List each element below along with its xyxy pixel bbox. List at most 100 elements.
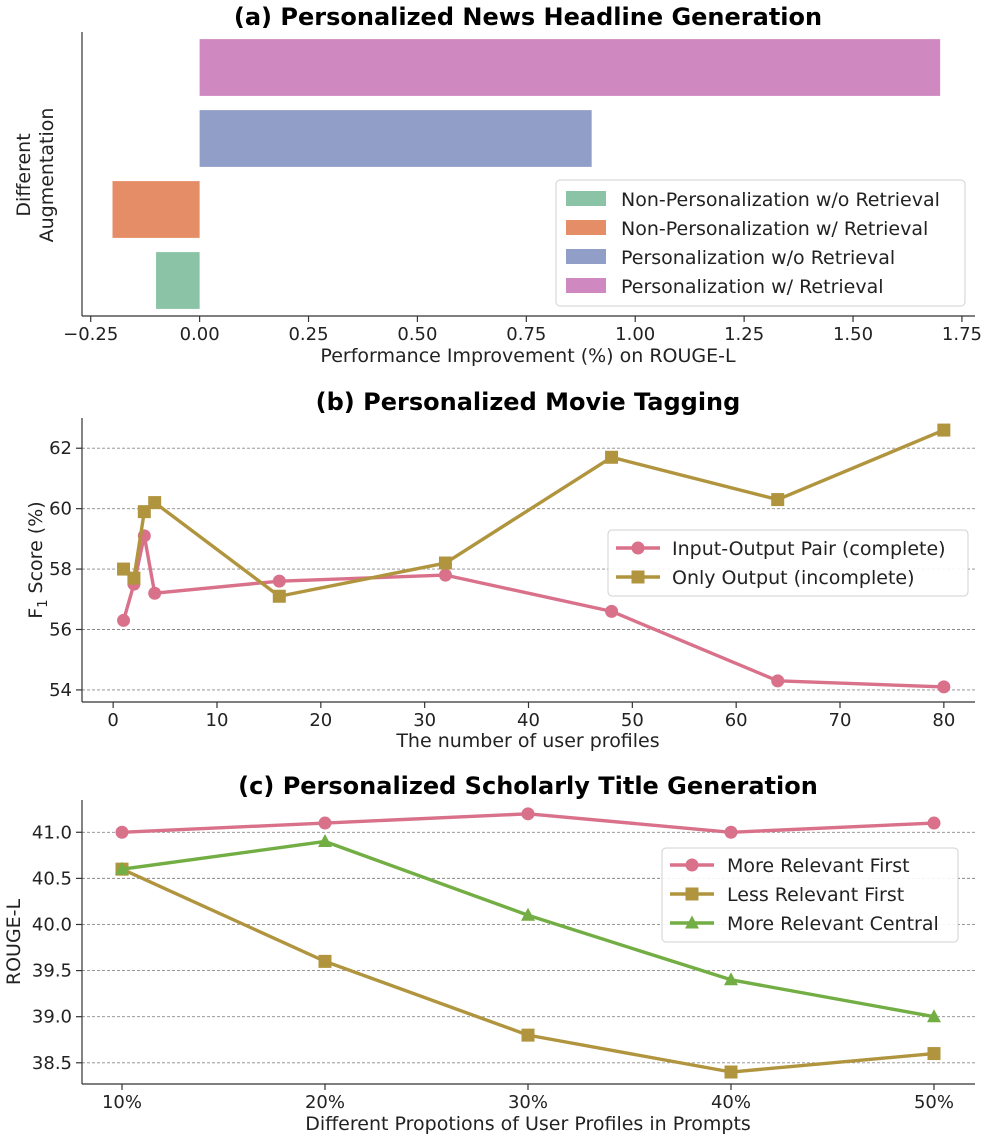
point-more-relevant-first <box>724 825 738 839</box>
panel-b-x-tick-label: 0 <box>107 710 118 731</box>
legend-label-non-personalization-w-retrieval: Non-Personalization w/ Retrieval <box>621 218 928 240</box>
point-less-relevant-first <box>927 1047 941 1061</box>
legend-label-less-relevant-first: Less Relevant First <box>727 884 904 906</box>
panel-b-x-tick-label: 50 <box>621 710 644 731</box>
point-more-relevant-first <box>115 825 129 839</box>
panel-a-x-tick-label: 0.75 <box>506 324 546 345</box>
point-more-relevant-central <box>318 833 332 847</box>
panel-b-legend-frame <box>607 529 969 597</box>
point-only-output-incomplete <box>127 571 141 585</box>
panel-c-y-label: ROUGE-L <box>3 898 25 985</box>
point-more-relevant-first <box>521 807 535 821</box>
legend-marker-less-relevant-first <box>685 887 699 901</box>
panel-c-y-tick-label: 40.5 <box>32 868 72 889</box>
point-less-relevant-first <box>521 1028 535 1042</box>
panel-b-x-tick-label: 60 <box>725 710 748 731</box>
point-more-relevant-central <box>115 861 129 875</box>
point-less-relevant-first <box>724 1065 738 1079</box>
legend-label-input-output-pair-complete: Input-Output Pair (complete) <box>672 538 946 560</box>
panel-a-x-tick-label: 1.75 <box>942 324 982 345</box>
legend-marker-only-output-incomplete <box>631 570 645 584</box>
panel-c-x-tick-label: 40% <box>711 1092 751 1113</box>
point-only-output-incomplete <box>438 556 452 570</box>
panel-a-x-tick-label: 0.50 <box>397 324 437 345</box>
panel-b-y-tick-label: 60 <box>49 499 72 520</box>
panel-c-y-tick-label: 41.0 <box>32 822 72 843</box>
panel-b-x-label: The number of user profiles <box>395 730 659 752</box>
panel-c-title: (c) Personalized Scholarly Title Generat… <box>238 772 818 800</box>
point-input-output-pair-complete <box>771 674 785 688</box>
panel-c-legend: More Relevant First Less Relevant First Mo… <box>661 847 959 943</box>
panel-c-y-tick-label: 40.0 <box>32 914 72 935</box>
panel-b-y-tick-label: 54 <box>49 680 72 701</box>
panel-b-y-tick-label: 58 <box>49 559 72 580</box>
point-more-relevant-central <box>724 972 738 986</box>
panel-b-movie-tagging: (b) Personalized Movie Tagging 54 56 58 60 6… <box>25 388 975 752</box>
panel-b-x-tick-label: 40 <box>517 710 540 731</box>
panel-c-y-tick-label: 39.0 <box>32 1007 72 1028</box>
point-input-output-pair-complete <box>117 613 131 627</box>
legend-label-personalization-w-retrieval: Personalization w/ Retrieval <box>621 276 884 298</box>
panel-b-y-label-f: F <box>25 608 47 619</box>
panel-c-x-tick-label: 30% <box>508 1092 548 1113</box>
panel-b-x-tick-label: 30 <box>413 710 436 731</box>
panel-c-x-tick-label: 10% <box>102 1092 142 1113</box>
panel-b-title: (b) Personalized Movie Tagging <box>316 388 741 416</box>
panel-b-y-tick-label: 62 <box>49 438 72 459</box>
panel-c-y-tick-label: 38.5 <box>32 1053 72 1074</box>
panel-b-y-label-subscript: 1 <box>36 599 51 607</box>
point-input-output-pair-complete <box>438 568 452 582</box>
panel-a-x-tick-label: −0.25 <box>63 324 118 345</box>
legend-marker-more-relevant-central <box>685 915 699 929</box>
panel-b-x-tick-label: 70 <box>829 710 852 731</box>
bar-personalization-w-o-retrieval <box>199 110 592 167</box>
panel-b-y-tick-label: 56 <box>49 619 72 640</box>
point-more-relevant-central <box>927 1009 941 1023</box>
legend-swatch-non-personalization-w-o-retrieval <box>566 191 606 206</box>
point-only-output-incomplete <box>272 589 286 603</box>
panel-c-y-tick-label: 39.5 <box>32 961 72 982</box>
legend-swatch-non-personalization-w-retrieval <box>566 220 606 235</box>
panel-a-legend: Non-Personalization w/o Retrieval Non-Per… <box>555 179 966 307</box>
panel-c-x-label: Different Propotions of User Profiles in… <box>305 1113 751 1135</box>
panel-b-x-tick-label: 80 <box>932 710 955 731</box>
panel-b-x-tick-label: 20 <box>309 710 332 731</box>
panel-a-x-tick-label: 0.25 <box>288 324 328 345</box>
point-input-output-pair-complete <box>605 604 619 618</box>
panel-b-legend: Input-Output Pair (complete) Only Output … <box>607 529 969 597</box>
legend-label-personalization-w-o-retrieval: Personalization w/o Retrieval <box>621 247 895 269</box>
bar-personalization-w-retrieval <box>199 39 941 96</box>
panel-a-news-headline: (a) Personalized News Headline Generatio… <box>13 3 982 367</box>
panel-b-x-tick-label: 10 <box>206 710 229 731</box>
panel-b-y-label: F1 Score (%) <box>25 501 51 618</box>
panel-a-legend-frame <box>555 179 966 307</box>
legend-swatch-personalization-w-retrieval <box>566 278 606 293</box>
legend-label-only-output-incomplete: Only Output (incomplete) <box>672 567 915 589</box>
panel-a-y-label-line1: Different <box>13 133 35 216</box>
point-input-output-pair-complete <box>937 680 951 694</box>
legend-swatch-personalization-w-o-retrieval <box>566 249 606 264</box>
legend-label-non-personalization-w-o-retrieval: Non-Personalization w/o Retrieval <box>621 189 940 211</box>
panel-a-title: (a) Personalized News Headline Generatio… <box>234 3 822 31</box>
bar-non-personalization-w-retrieval <box>112 181 200 238</box>
point-more-relevant-first <box>927 816 941 830</box>
legend-label-more-relevant-first: More Relevant First <box>727 855 910 877</box>
point-input-output-pair-complete <box>272 574 286 588</box>
point-less-relevant-first <box>318 954 332 968</box>
point-input-output-pair-complete <box>148 586 162 600</box>
point-more-relevant-central <box>521 907 535 921</box>
point-only-output-incomplete <box>771 493 785 507</box>
legend-marker-more-relevant-first <box>685 858 699 872</box>
legend-marker-input-output-pair-complete <box>631 541 645 555</box>
panel-a-x-label: Performance Improvement (%) on ROUGE-L <box>320 345 736 367</box>
panel-c-scholarly-title: (c) Personalized Scholarly Title Generat… <box>3 772 975 1135</box>
point-only-output-incomplete <box>937 423 951 437</box>
point-only-output-incomplete <box>605 450 619 464</box>
panel-a-x-tick-label: 1.00 <box>615 324 655 345</box>
point-only-output-incomplete <box>117 562 131 576</box>
point-more-relevant-first <box>318 816 332 830</box>
point-only-output-incomplete <box>137 505 151 519</box>
panel-b-y-label-rest: Score (%) <box>25 501 47 599</box>
panel-a-x-tick-label: 1.25 <box>724 324 764 345</box>
